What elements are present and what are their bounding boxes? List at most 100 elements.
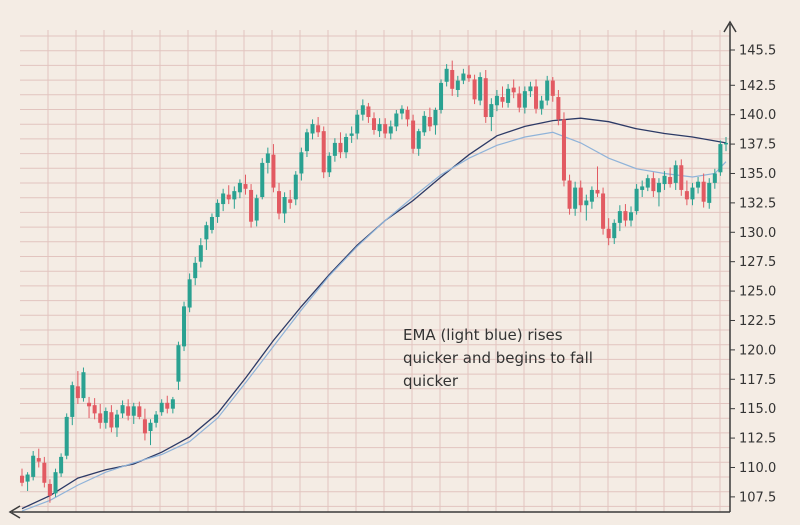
candle-body (416, 131, 421, 149)
candle (293, 171, 298, 206)
candle-body (679, 165, 684, 190)
candle (528, 81, 533, 98)
candle (539, 95, 544, 115)
y-tick-label: 140.0 (739, 108, 776, 123)
candle (321, 126, 326, 179)
ema-line (21, 131, 727, 512)
candle (187, 273, 192, 313)
candle-body (64, 416, 69, 456)
candle-body (349, 133, 354, 136)
candle (215, 199, 220, 223)
candle-body (355, 114, 360, 134)
candle (718, 140, 723, 176)
candle-body (165, 402, 170, 409)
candle-body (237, 182, 242, 193)
candle-body (550, 80, 555, 96)
candle (193, 256, 198, 286)
candle-body (494, 95, 499, 106)
candle-body (623, 211, 628, 221)
candle (371, 112, 377, 135)
y-tick-label: 115.0 (739, 402, 776, 417)
candle (355, 109, 360, 140)
candle-body (277, 191, 282, 214)
candle-body (606, 228, 611, 239)
candle (327, 152, 332, 178)
candle-body (310, 124, 315, 134)
candle-body (87, 402, 92, 407)
candles (19, 60, 729, 503)
annotation-line-1: EMA (light blue) rises (403, 326, 563, 344)
candle (310, 119, 315, 140)
y-tick-label: 130.0 (739, 226, 776, 241)
candle (47, 479, 52, 503)
candle (707, 178, 712, 209)
candle-body (489, 104, 494, 118)
candle (159, 399, 164, 416)
candle-body (126, 406, 131, 416)
candle-body (612, 222, 617, 239)
candle (126, 399, 131, 421)
candle-body (662, 175, 667, 185)
candle (589, 186, 594, 209)
candle (344, 133, 349, 159)
candle-body (271, 154, 276, 188)
candle (472, 74, 477, 105)
candle (360, 99, 365, 121)
candle (545, 75, 550, 106)
candle-body (265, 153, 270, 163)
candle (416, 128, 421, 156)
candle-body (707, 182, 712, 203)
candle-body (723, 142, 729, 145)
candle (299, 147, 304, 181)
candle (338, 132, 343, 159)
candle-body (260, 162, 265, 197)
candle (606, 218, 611, 246)
candle (249, 184, 254, 228)
candle-body (567, 180, 572, 209)
candle-body (394, 113, 399, 127)
candle-body (534, 86, 539, 109)
candle (439, 79, 444, 114)
candle (561, 112, 566, 187)
y-tick-label: 132.5 (739, 196, 776, 211)
candle-body (304, 132, 309, 152)
candle (640, 180, 645, 197)
candle (36, 448, 41, 468)
candle-body (209, 216, 214, 230)
candle (411, 114, 416, 154)
candle-body (545, 80, 550, 101)
candle-body (439, 82, 444, 110)
candle-body (517, 93, 522, 108)
candle (170, 396, 175, 414)
candle (282, 192, 287, 223)
candle-body (461, 73, 466, 81)
candle (489, 98, 494, 132)
candle (511, 79, 516, 99)
candle-body (690, 187, 695, 200)
candle (690, 182, 695, 206)
candle-body (589, 189, 594, 202)
candle-body (651, 178, 656, 192)
candle-body (522, 91, 527, 108)
candle-body (539, 100, 544, 109)
candle (656, 178, 661, 207)
candle-body (466, 74, 471, 79)
candle (651, 172, 656, 197)
candle (668, 167, 673, 188)
candle (332, 138, 337, 162)
candle-body (444, 68, 449, 82)
candle (617, 205, 622, 232)
candle-body (288, 199, 293, 203)
candle (383, 118, 388, 139)
candle-body (70, 385, 75, 417)
candle-body (573, 187, 578, 209)
candle (645, 174, 650, 192)
candle-body (193, 262, 198, 279)
candle-body (450, 69, 455, 89)
candle (148, 419, 153, 446)
candle (53, 468, 58, 497)
y-axis-arrow (723, 20, 737, 33)
candle (349, 126, 354, 143)
candle-body (360, 105, 365, 115)
candle-body (293, 174, 298, 200)
